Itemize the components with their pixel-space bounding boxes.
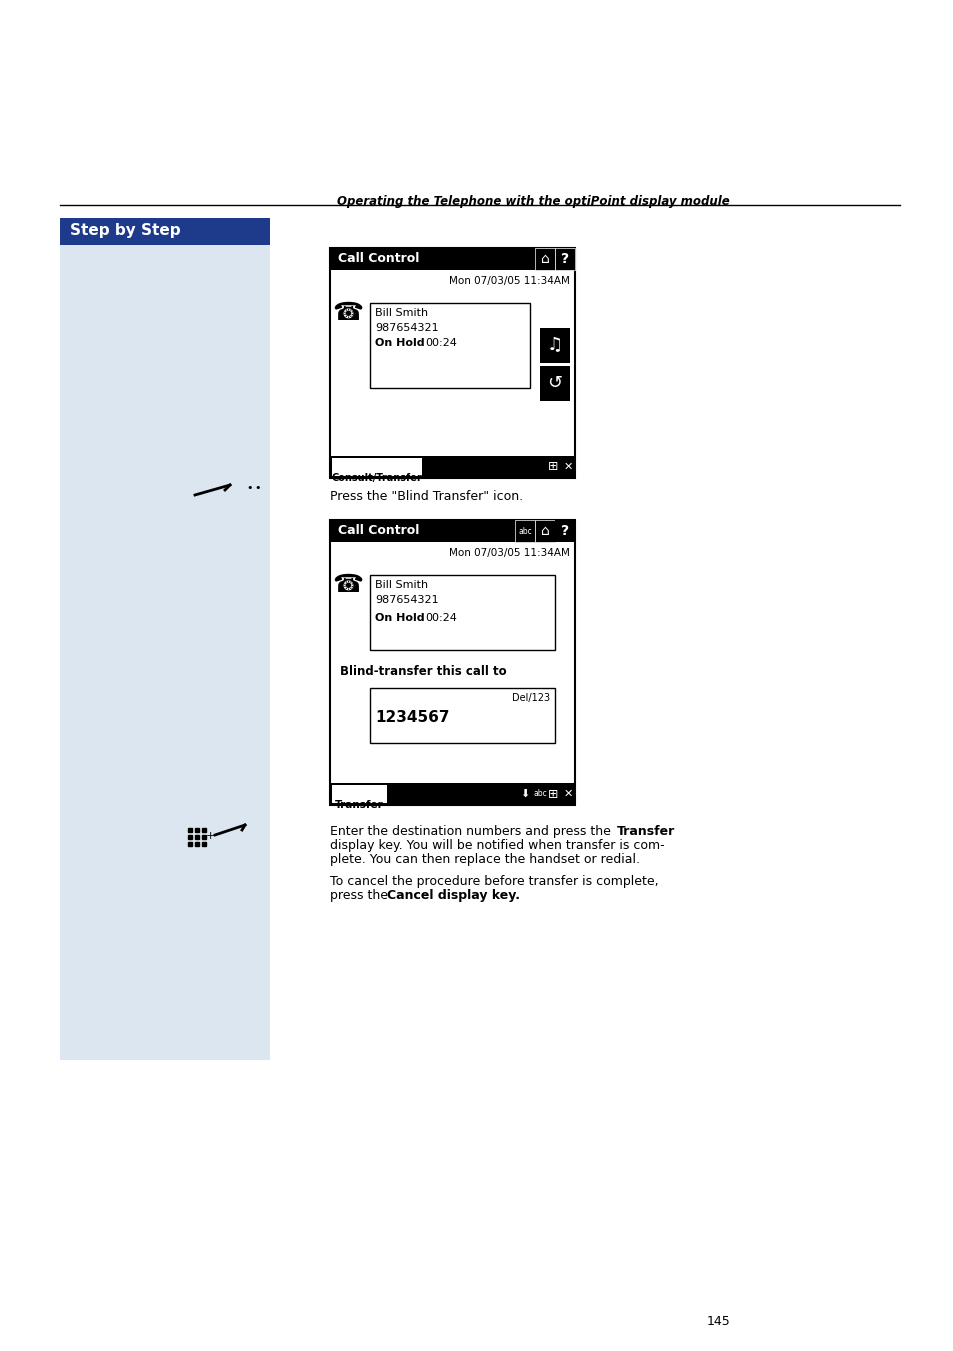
Text: Transfer: Transfer [335,800,383,811]
Text: Call Control: Call Control [337,253,419,265]
Text: ⬇: ⬇ [519,789,529,798]
Bar [330,784,575,805]
Text: abc: abc [533,789,546,798]
Text: ☎: ☎ [332,573,363,597]
Text: ⊞: ⊞ [547,461,558,473]
Text: Transfer: Transfer [617,825,675,838]
Text: ?: ? [560,253,569,266]
Text: On Hold: On Hold [375,613,424,623]
Text: Bill Smith: Bill Smith [375,308,428,317]
Text: press the: press the [330,889,392,902]
Bar [539,328,569,363]
Text: •: • [254,484,261,493]
Text: ♫: ♫ [546,336,562,354]
Text: ☎: ☎ [332,301,363,326]
Text: Step by Step: Step by Step [70,223,180,238]
Bar [555,520,575,542]
Text: Cancel display key.: Cancel display key. [387,889,519,902]
Text: 1234567: 1234567 [375,711,449,725]
Text: 145: 145 [705,1315,729,1328]
Bar [370,688,555,743]
Text: •: • [247,484,253,493]
Bar [535,249,555,270]
Bar [330,457,575,478]
Text: 00:24: 00:24 [424,338,456,349]
Bar [555,249,575,270]
Bar [332,785,387,802]
Text: 987654321: 987654321 [375,323,438,332]
Bar [515,520,535,542]
Bar [370,303,530,388]
Text: ⊞: ⊞ [547,788,558,801]
Text: Enter the destination numbers and press the: Enter the destination numbers and press … [330,825,615,838]
Bar [330,249,575,478]
Text: Press the "Blind Transfer" icon.: Press the "Blind Transfer" icon. [330,490,522,503]
Text: On Hold: On Hold [375,338,424,349]
Text: Mon 07/03/05 11:34AM: Mon 07/03/05 11:34AM [449,549,569,558]
Bar [332,458,421,476]
Text: Operating the Telephone with the optiPoint display module: Operating the Telephone with the optiPoi… [337,195,729,208]
Text: 00:24: 00:24 [424,613,456,623]
Text: +: + [205,831,214,842]
Text: Bill Smith: Bill Smith [375,580,428,590]
Text: abc: abc [517,527,532,535]
Text: Consult/Transfer: Consult/Transfer [332,473,422,484]
Text: display key. You will be notified when transfer is com-: display key. You will be notified when t… [330,839,664,852]
Text: ✕: ✕ [562,789,572,798]
Bar [60,245,270,1061]
Text: To cancel the procedure before transfer is complete,: To cancel the procedure before transfer … [330,875,658,888]
Text: Del/123: Del/123 [512,693,550,703]
Bar [330,520,575,805]
Text: 987654321: 987654321 [375,594,438,605]
Text: Blind-transfer this call to: Blind-transfer this call to [339,665,506,678]
Bar [370,576,555,650]
Bar [60,218,270,246]
Text: Mon 07/03/05 11:34AM: Mon 07/03/05 11:34AM [449,276,569,286]
Bar [539,366,569,401]
Bar [535,520,555,542]
Text: ⌂: ⌂ [540,524,549,538]
Text: plete. You can then replace the handset or redial.: plete. You can then replace the handset … [330,852,639,866]
Text: ?: ? [560,524,569,538]
Text: ↺: ↺ [547,374,562,392]
Bar [330,249,575,270]
Text: ⌂: ⌂ [540,253,549,266]
Text: ✕: ✕ [562,462,572,471]
Bar [330,520,575,542]
Text: Call Control: Call Control [337,524,419,536]
